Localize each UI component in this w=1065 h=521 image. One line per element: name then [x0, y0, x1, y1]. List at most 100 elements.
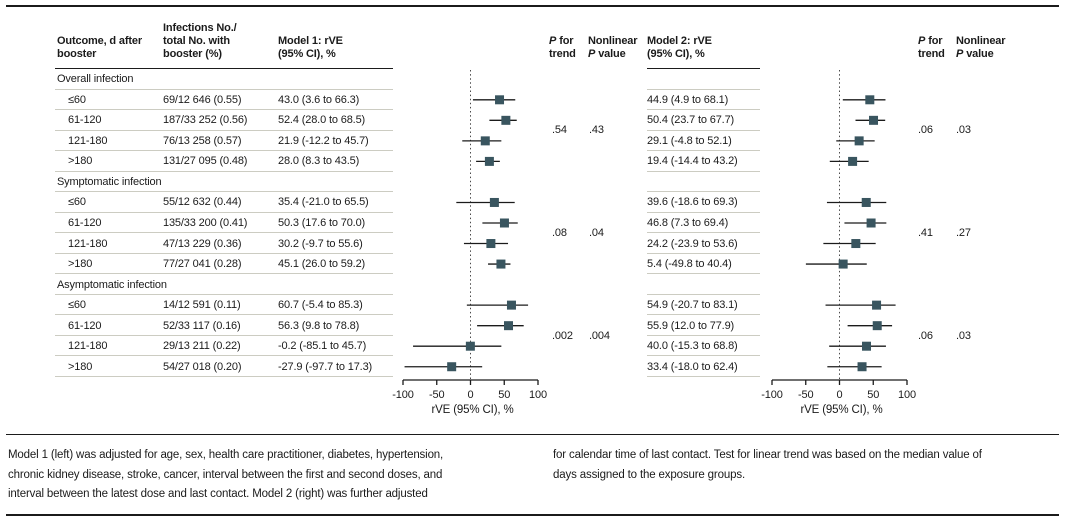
table-row: >180 54/27 018 (0.20) -27.9 (-97.7 to 17… [55, 356, 760, 377]
p-trend-value: .06 [918, 330, 933, 342]
point-estimate-marker [869, 115, 879, 125]
model1-ci-cell: 35.4 (-21.0 to 65.5) [278, 196, 369, 209]
bottom-rule [6, 514, 1059, 516]
model2-ci-cell: 24.2 (-23.9 to 53.6) [647, 237, 738, 250]
model2-ci-cell: 5.4 (-49.8 to 40.4) [647, 258, 732, 271]
outcome-cell: ≤60 [68, 299, 86, 312]
column-header-infections: Infections No./ total No. with booster (… [163, 22, 237, 61]
model2-ci-cell: 39.6 (-18.6 to 69.3) [647, 196, 738, 209]
infections-cell: 187/33 252 (0.56) [163, 114, 248, 127]
nonlinear-p-value: .004 [589, 330, 610, 342]
header-line: total No. with [163, 35, 230, 47]
table-row: ≤60 55/12 632 (0.44) 35.4 (-21.0 to 65.5… [55, 192, 760, 213]
table-row: 121-180 47/13 229 (0.36) 30.2 (-9.7 to 5… [55, 233, 760, 254]
header-line: booster (%) [163, 48, 222, 60]
svg-text:100: 100 [529, 389, 547, 401]
column-header-model1: Model 1: rVE (95% CI), % [278, 35, 343, 61]
point-estimate-marker [861, 197, 871, 207]
svg-text:-100: -100 [761, 389, 782, 401]
model1-ci-cell: 30.2 (-9.7 to 55.6) [278, 237, 363, 250]
footnote-line: days assigned to the exposure groups. [553, 468, 745, 481]
point-estimate-marker [865, 95, 875, 105]
column-header-outcome: Outcome, d after booster [57, 35, 142, 61]
header-line: Nonlinear [956, 35, 1006, 47]
infections-cell: 52/33 117 (0.16) [163, 319, 241, 332]
infections-cell: 54/27 018 (0.20) [163, 360, 242, 373]
infections-cell: 76/13 258 (0.57) [163, 134, 242, 147]
point-estimate-marker [862, 341, 871, 351]
outcome-cell: >180 [68, 258, 93, 271]
header-line: trend [549, 48, 576, 60]
svg-text:-100: -100 [392, 389, 413, 401]
footnote-line: interval between the latest dose and las… [8, 488, 428, 500]
nonlinear-p-value: .04 [589, 227, 604, 239]
outcome-table: Overall infection ≤60 69/12 646 (0.55) 4… [55, 69, 760, 377]
p-trend-value: .41 [918, 227, 933, 239]
p-trend-value: .08 [552, 227, 567, 239]
model1-ci-cell: -0.2 (-85.1 to 45.7) [278, 340, 367, 353]
header-line: (95% CI), % [278, 48, 336, 60]
point-estimate-marker [872, 321, 882, 331]
model2-ci-cell: 29.1 (-4.8 to 52.1) [647, 134, 732, 147]
model1-ci-cell: 28.0 (8.3 to 43.5) [278, 155, 360, 168]
model1-ci-cell: 21.9 (-12.2 to 45.7) [278, 134, 369, 147]
point-estimate-marker [872, 300, 882, 310]
svg-text:100: 100 [898, 389, 916, 401]
header-line: Nonlinear [588, 35, 638, 47]
model2-ci-cell: 44.9 (4.9 to 68.1) [647, 93, 729, 106]
footnote-column-1: Model 1 (left) was adjusted for age, sex… [8, 446, 443, 505]
svg-text:rVE (95% CI), %: rVE (95% CI), % [431, 404, 513, 416]
header-underline-left [55, 68, 393, 70]
top-rule [6, 5, 1059, 7]
outcome-cell: 61-120 [68, 216, 102, 229]
svg-text:50: 50 [498, 389, 510, 401]
footnote-top-rule [6, 434, 1059, 435]
nonlinear-p-value: .03 [956, 330, 971, 342]
nonlinear-p-value: .03 [956, 124, 971, 136]
model2-ci-cell: 19.4 (-14.4 to 43.2) [647, 155, 738, 168]
svg-text:-50: -50 [798, 389, 813, 401]
model2-ci-cell: 54.9 (-20.7 to 83.1) [647, 299, 738, 312]
p-trend-value: .54 [552, 124, 567, 136]
table-row: 61-120 187/33 252 (0.56) 52.4 (28.0 to 6… [55, 110, 760, 131]
section-label: Symptomatic infection [57, 175, 162, 188]
section-row: Asymptomatic infection [55, 274, 760, 295]
model2-ci-cell: 55.9 (12.0 to 77.9) [647, 319, 735, 332]
footnote-line: for calendar time of last contact. Test … [553, 449, 982, 461]
svg-text:0: 0 [837, 389, 843, 401]
header-line: Model 1: rVE [278, 35, 343, 47]
point-estimate-marker [848, 156, 858, 166]
column-header-model2: Model 2: rVE (95% CI), % [647, 35, 712, 61]
p-trend-value: .06 [918, 124, 933, 136]
svg-text:rVE (95% CI), %: rVE (95% CI), % [800, 404, 882, 416]
infections-cell: 131/27 095 (0.48) [163, 155, 248, 168]
point-estimate-marker [851, 239, 861, 249]
model1-ci-cell: 43.0 (3.6 to 66.3) [278, 93, 360, 106]
infections-cell: 69/12 646 (0.55) [163, 93, 242, 106]
header-line: (95% CI), % [647, 48, 705, 60]
table-row: ≤60 14/12 591 (0.11) 60.7 (-5.4 to 85.3)… [55, 295, 760, 316]
model1-ci-cell: -27.9 (-97.7 to 17.3) [278, 360, 373, 373]
infections-cell: 47/13 229 (0.36) [163, 237, 242, 250]
table-row: >180 131/27 095 (0.48) 28.0 (8.3 to 43.5… [55, 151, 760, 172]
point-estimate-marker [838, 259, 848, 269]
model1-ci-cell: 45.1 (26.0 to 59.2) [278, 258, 366, 271]
nonlinear-p-value: .43 [589, 124, 604, 136]
header-underline-right [647, 68, 760, 70]
infections-cell: 29/13 211 (0.22) [163, 340, 241, 353]
infections-cell: 14/12 591 (0.11) [163, 299, 241, 312]
outcome-cell: 121-180 [68, 237, 108, 250]
table-row: 121-180 76/13 258 (0.57) 21.9 (-12.2 to … [55, 131, 760, 152]
table-row: 61-120 52/33 117 (0.16) 56.3 (9.8 to 78.… [55, 315, 760, 336]
model1-ci-cell: 56.3 (9.8 to 78.8) [278, 319, 360, 332]
outcome-cell: ≤60 [68, 196, 86, 209]
outcome-cell: >180 [68, 155, 93, 168]
section-label: Asymptomatic infection [57, 278, 167, 291]
svg-text:50: 50 [867, 389, 879, 401]
